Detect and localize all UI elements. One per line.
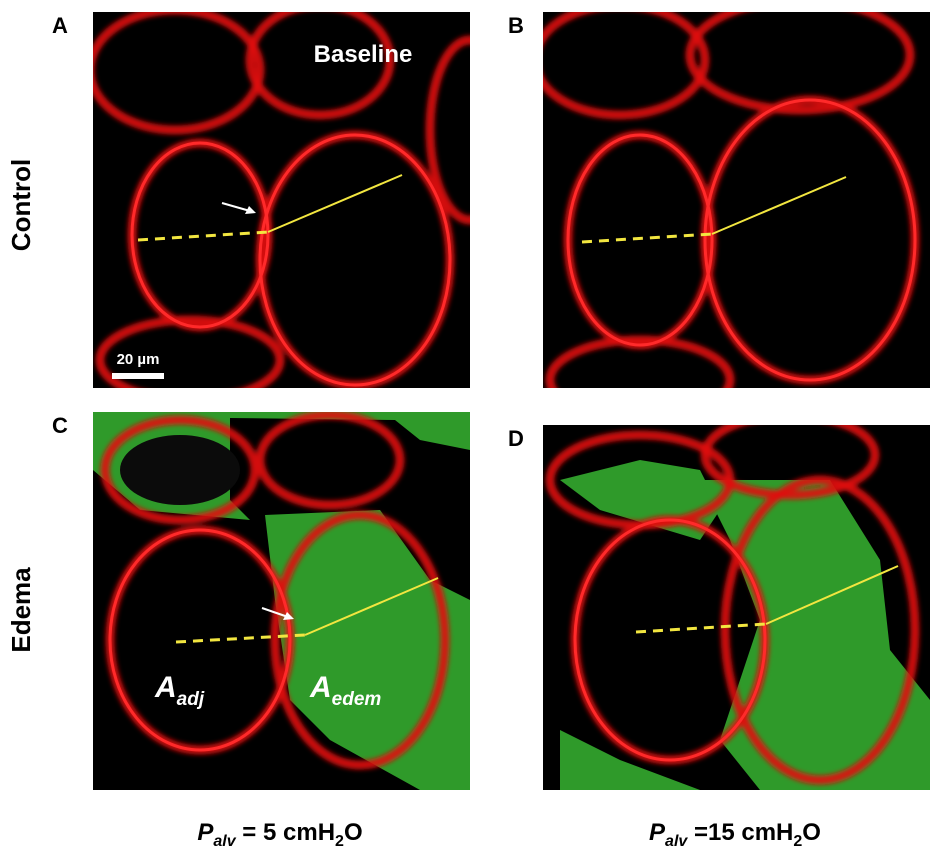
column-label-end: O bbox=[802, 819, 821, 846]
column-label-end: O bbox=[344, 819, 363, 846]
panel-a-image bbox=[93, 12, 470, 388]
panel-label: B bbox=[508, 13, 524, 38]
a-adj-sub: adj bbox=[177, 689, 205, 710]
row-label: Control bbox=[6, 159, 36, 251]
baseline-label: Baseline bbox=[314, 41, 413, 68]
column-label-sub2: 2 bbox=[793, 833, 802, 850]
a-edem-sub: edem bbox=[332, 689, 382, 710]
column-label-main: P bbox=[649, 819, 666, 846]
panel-d-image bbox=[543, 425, 930, 790]
column-label-main: P bbox=[197, 819, 214, 846]
panel-label: C bbox=[52, 413, 68, 438]
column-label-text: =15 cmH bbox=[687, 819, 793, 846]
a-edem-main: A bbox=[309, 671, 332, 704]
panel-label: A bbox=[52, 13, 68, 38]
column-label: Palv =15 cmH2O bbox=[649, 819, 821, 850]
column-label-sub: alv bbox=[213, 833, 236, 850]
a-adj-label: Aadj bbox=[154, 671, 205, 710]
a-adj-main: A bbox=[154, 671, 177, 704]
column-label: Palv = 5 cmH2O bbox=[197, 819, 362, 850]
row-label: Edema bbox=[6, 567, 36, 653]
panel-label: D bbox=[508, 426, 524, 451]
a-edem-label: Aedem bbox=[309, 671, 381, 710]
column-label-sub: alv bbox=[665, 833, 688, 850]
scale-bar-label: 20 µm bbox=[117, 351, 160, 368]
column-label-sub2: 2 bbox=[335, 833, 344, 850]
column-label-text: = 5 cmH bbox=[236, 819, 335, 846]
panel-c-image bbox=[93, 412, 470, 790]
panel-b-image bbox=[543, 12, 930, 388]
